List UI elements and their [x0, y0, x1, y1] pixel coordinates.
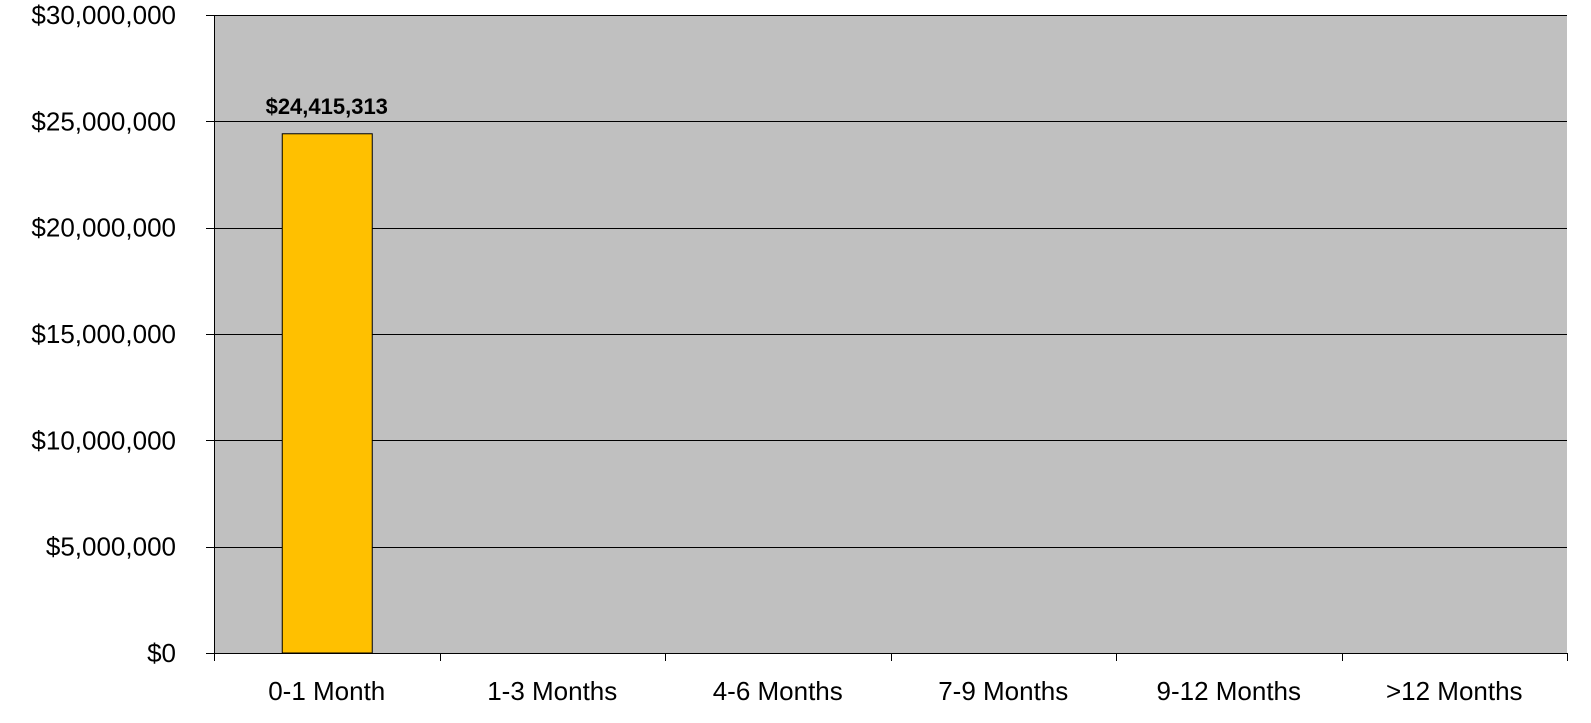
- bar: [281, 133, 373, 654]
- y-tick-label: $15,000,000: [31, 319, 176, 349]
- data-label: $24,415,313: [266, 94, 388, 119]
- x-tick-label: 7-9 Months: [938, 676, 1068, 706]
- y-tick-label: $20,000,000: [31, 213, 176, 243]
- x-tick-label: 1-3 Months: [487, 676, 617, 706]
- x-tick-label: 9-12 Months: [1156, 676, 1301, 706]
- x-tick-label: 0-1 Month: [268, 676, 385, 706]
- y-tick-label: $10,000,000: [31, 425, 176, 455]
- y-tick-label: $5,000,000: [46, 532, 176, 562]
- y-tick-label: $0: [147, 638, 176, 668]
- y-tick-label: $25,000,000: [31, 106, 176, 136]
- x-tick-label: 4-6 Months: [713, 676, 843, 706]
- y-tick-label: $30,000,000: [31, 0, 176, 30]
- x-tick-label: >12 Months: [1386, 676, 1523, 706]
